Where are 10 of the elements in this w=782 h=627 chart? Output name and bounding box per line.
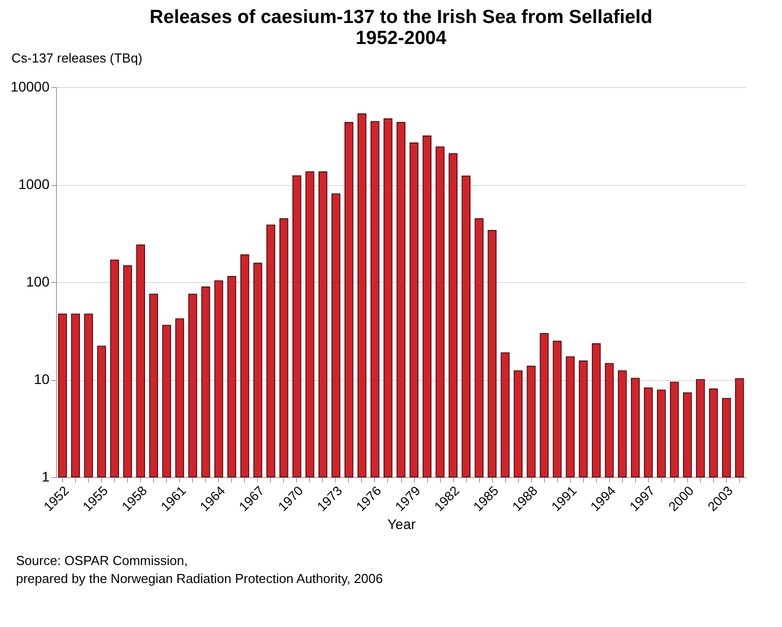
chart-title: Releases of caesium-137 to the Irish Sea from Sellafield 1952-2004 xyxy=(150,7,652,49)
y-tick-label: 1 xyxy=(42,468,50,484)
y-tick-label: 10 xyxy=(34,371,50,387)
y-tick-label: 1000 xyxy=(18,176,50,192)
x-axis-title: Year xyxy=(387,516,416,532)
y-axis-title: Cs-137 releases (TBq) xyxy=(12,50,142,66)
y-tick-label: 10000 xyxy=(10,78,50,94)
y-tick-label: 100 xyxy=(26,274,50,290)
source-note: Source: OSPAR Commission, xyxy=(16,553,188,568)
text: prepared by the Norwegian Radiation Protection Authority, 2006 xyxy=(16,571,383,586)
